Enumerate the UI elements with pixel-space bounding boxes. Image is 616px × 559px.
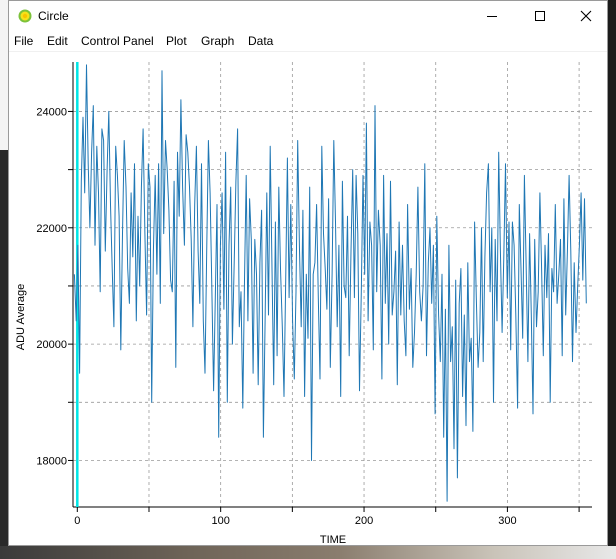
desktop-background (0, 546, 616, 559)
menu-file[interactable]: File (14, 34, 34, 48)
menu-bar: File Edit Control Panel Plot Graph Data (9, 31, 607, 52)
y-tick-label: 24000 (36, 106, 67, 118)
minimize-icon (487, 16, 497, 17)
plot-area[interactable]: 0 100 200 300 18000 20000 22000 24000 TIME ADU… (9, 51, 607, 545)
menu-data[interactable]: Data (248, 34, 274, 48)
window-title: Circle (38, 9, 69, 23)
app-window: Circle File Edit Control Panel Plot Grap… (8, 0, 608, 546)
series-line (73, 64, 587, 502)
menu-plot[interactable]: Plot (166, 34, 187, 48)
menu-control-panel[interactable]: Control Panel (81, 34, 154, 48)
menu-graph[interactable]: Graph (201, 34, 235, 48)
y-axis-label: ADU Average (15, 284, 27, 350)
maximize-button[interactable] (517, 1, 563, 31)
x-tick-label: 300 (498, 515, 516, 527)
close-button[interactable] (563, 1, 609, 31)
x-tick-label: 0 (74, 515, 80, 527)
x-tick-label: 100 (211, 515, 229, 527)
x-tick-label: 200 (355, 515, 373, 527)
x-axis-label: TIME (320, 534, 346, 545)
y-axis-ticks: 18000 20000 22000 24000 (36, 106, 73, 467)
y-tick-label: 18000 (36, 455, 67, 467)
y-tick-label: 20000 (36, 339, 67, 351)
x-axis-ticks: 0 100 200 300 (74, 507, 580, 527)
close-icon (580, 10, 592, 22)
y-tick-label: 22000 (36, 223, 67, 235)
maximize-icon (535, 11, 545, 21)
sun-icon (18, 9, 32, 23)
menu-edit[interactable]: Edit (47, 34, 68, 48)
minimize-button[interactable] (469, 1, 515, 31)
title-bar[interactable]: Circle (9, 1, 607, 31)
